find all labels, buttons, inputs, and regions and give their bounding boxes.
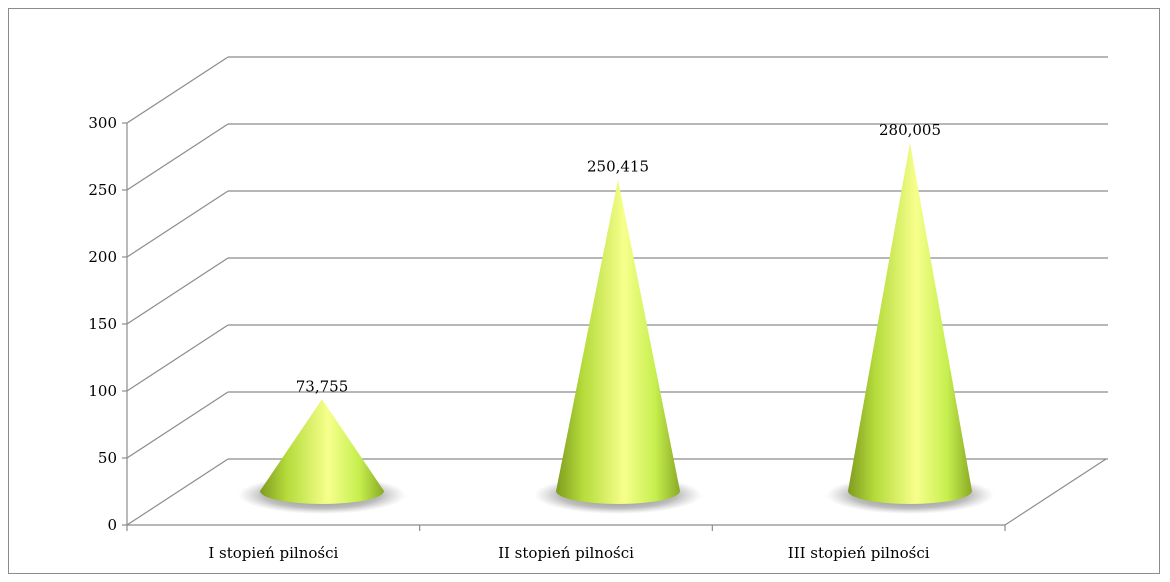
gridline-side-top [127,0,228,56]
y-tick-label: 100 [88,382,117,400]
floor-right-edge [1004,458,1107,526]
data-label: 280,005 [879,121,941,139]
axis-layer: 0 50 100 150 200 250 300 [88,114,1006,534]
x-category-label: III stopień pilności [788,544,930,562]
grid-layer [126,0,1108,526]
cone-layer [238,142,994,514]
y-tick-label: 300 [88,114,117,132]
gridline-side [126,458,229,526]
data-label: 250,415 [587,158,649,176]
x-category-label: II stopień pilności [498,544,634,562]
gridline-side [126,257,229,325]
y-tick-label: 50 [98,449,117,467]
y-tick-label: 150 [88,315,117,333]
y-tick-label: 200 [88,248,117,266]
gridline-side [126,123,229,191]
gridline-side [126,324,229,392]
gridline-side [126,391,229,459]
cone-bar [260,399,384,504]
y-tick-label: 0 [107,516,117,534]
label-layer: I stopień pilności II stopień pilności III… [208,121,941,562]
x-category-label: I stopień pilności [208,544,338,562]
cone-bar [556,179,680,504]
data-label: 73,755 [296,377,349,395]
y-tick-label: 250 [88,181,117,199]
gridline-side [126,56,229,124]
cone-bar [848,142,972,504]
gridline-side [126,190,229,258]
